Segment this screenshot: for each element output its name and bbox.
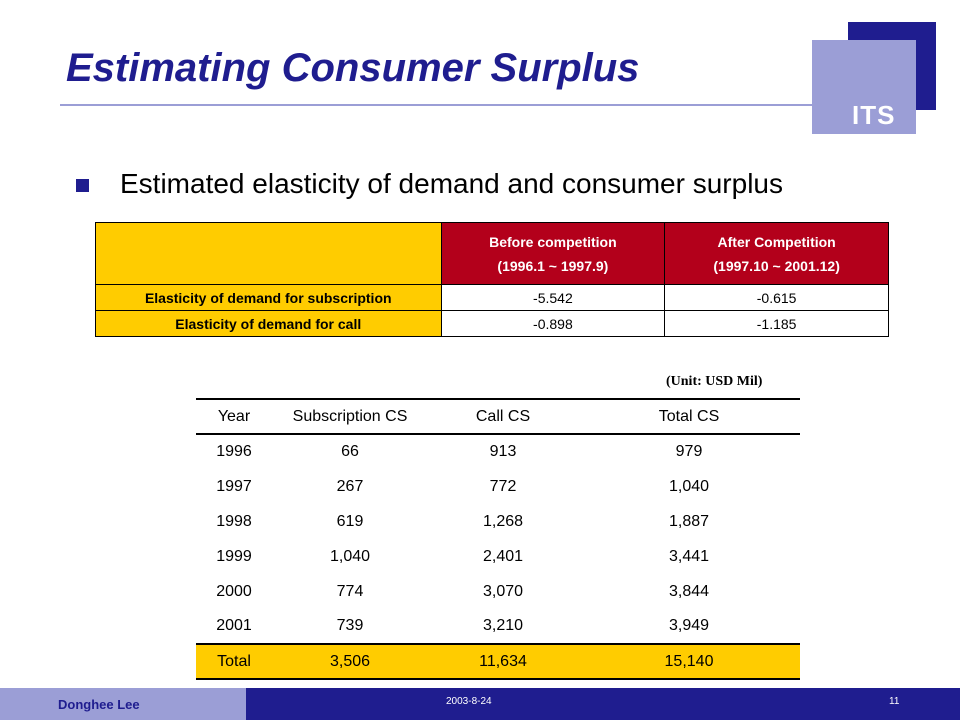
cell-total-subscription-cs: 3,506 — [272, 643, 428, 680]
cell-year: 2001 — [216, 617, 252, 634]
header-after-line1: After Competition — [717, 233, 836, 250]
title-divider — [60, 104, 812, 106]
consumer-surplus-table: Year Subscription CS Call CS Total CS 19… — [196, 398, 800, 680]
value-before: -0.898 — [440, 310, 666, 337]
footer-author: Donghee Lee — [58, 697, 140, 712]
table-row: 1998 619 1,268 1,887 — [196, 504, 800, 539]
cell-year: 1999 — [216, 547, 252, 565]
value-after: -0.615 — [664, 284, 889, 311]
cell-call-cs: 2,401 — [482, 547, 524, 565]
total-row: Total 3,506 11,634 15,140 — [196, 643, 800, 680]
table-row: 1999 1,040 2,401 3,441 — [196, 539, 800, 574]
cell-subscription-cs: 1,040 — [329, 547, 371, 565]
cell-total-cs: 3,949 — [668, 617, 710, 634]
cell-call-cs: 1,268 — [482, 512, 524, 530]
column-header-year: Year — [196, 398, 272, 435]
table-row: 1996 66 913 979 — [196, 434, 800, 469]
cell-total-call-cs: 11,634 — [428, 643, 578, 680]
cell-year: 1996 — [216, 443, 252, 460]
slide-title: Estimating Consumer Surplus — [66, 46, 640, 90]
cell-call-cs: 772 — [489, 477, 517, 495]
logo-square-light — [812, 40, 916, 134]
footer-date: 2003-8-24 — [446, 696, 492, 707]
row-label: Elasticity of demand for subscription — [95, 284, 442, 311]
cell-subscription-cs: 66 — [341, 443, 359, 460]
elasticity-row-call: Elasticity of demand for call -0.898 -1.… — [95, 310, 889, 337]
header-before-line2: (1996.1 ~ 1997.9) — [497, 257, 609, 274]
elasticity-table: Before competition (1996.1 ~ 1997.9) Aft… — [95, 222, 889, 337]
value-before: -5.542 — [440, 284, 666, 311]
header-before-competition: Before competition (1996.1 ~ 1997.9) — [440, 222, 666, 285]
cell-subscription-cs: 619 — [336, 512, 364, 530]
elasticity-corner-cell — [95, 222, 442, 285]
cell-subscription-cs: 739 — [336, 617, 364, 634]
cell-total-total-cs: 15,140 — [578, 643, 800, 680]
cell-total-label: Total — [196, 643, 272, 680]
cell-call-cs: 3,070 — [482, 582, 524, 600]
page-number: 11 — [889, 696, 900, 707]
cell-total-cs: 1,040 — [668, 477, 710, 495]
cell-subscription-cs: 267 — [336, 477, 364, 495]
table-row: 2001 739 3,210 3,949 — [196, 609, 800, 644]
cell-total-cs: 3,844 — [668, 582, 710, 600]
cell-total-cs: 3,441 — [668, 547, 710, 565]
column-header-call-cs: Call CS — [428, 398, 578, 435]
logo-text: ITS — [852, 100, 896, 130]
value-after: -1.185 — [664, 310, 889, 337]
cell-year: 1998 — [216, 512, 252, 530]
row-label: Elasticity of demand for call — [95, 310, 442, 337]
cell-year: 2000 — [216, 582, 252, 600]
bullet-text: Estimated elasticity of demand and consu… — [120, 168, 783, 199]
table-row: 1997 267 772 1,040 — [196, 469, 800, 504]
bullet-square-icon — [76, 179, 89, 192]
column-header-total-cs: Total CS — [578, 398, 800, 435]
unit-note: (Unit: USD Mil) — [666, 374, 763, 389]
elasticity-header-row: Before competition (1996.1 ~ 1997.9) Aft… — [95, 222, 889, 285]
header-before-line1: Before competition — [489, 233, 617, 250]
header-after-competition: After Competition (1997.10 ~ 2001.12) — [664, 222, 889, 285]
cs-header-row: Year Subscription CS Call CS Total CS — [196, 398, 800, 435]
header-after-line2: (1997.10 ~ 2001.12) — [713, 257, 840, 274]
cell-year: 1997 — [216, 477, 252, 495]
table-row: 2000 774 3,070 3,844 — [196, 574, 800, 609]
cell-total-cs: 1,887 — [668, 512, 710, 530]
cell-call-cs: 3,210 — [482, 617, 524, 634]
column-header-subscription-cs: Subscription CS — [272, 398, 428, 435]
cell-total-cs: 979 — [675, 443, 703, 460]
elasticity-row-subscription: Elasticity of demand for subscription -5… — [95, 284, 889, 311]
cell-call-cs: 913 — [489, 443, 517, 460]
footer-author-panel — [0, 688, 246, 720]
cell-subscription-cs: 774 — [336, 582, 364, 600]
